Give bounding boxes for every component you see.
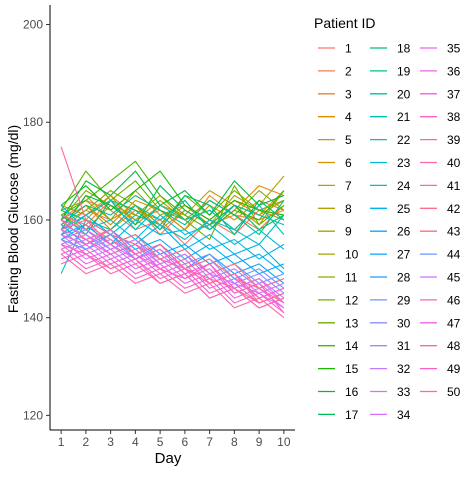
x-tick-label: 3	[107, 435, 114, 449]
x-tick-label: 6	[182, 435, 189, 449]
y-tick-label: 180	[23, 115, 43, 129]
y-tick-label: 120	[23, 408, 43, 422]
legend-label-patient-49: 49	[447, 362, 461, 376]
legend-label-patient-41: 41	[447, 179, 461, 193]
x-tick-label: 5	[157, 435, 164, 449]
legend-label-patient-14: 14	[345, 339, 359, 353]
legend-label-patient-4: 4	[345, 110, 352, 124]
legend-label-patient-48: 48	[447, 339, 461, 353]
legend-label-patient-12: 12	[345, 293, 359, 307]
legend-label-patient-2: 2	[345, 64, 352, 78]
y-axis-title: Fasting Blood Glucose (mg/dl)	[5, 125, 21, 313]
legend-label-patient-16: 16	[345, 385, 359, 399]
legend-label-patient-24: 24	[397, 179, 411, 193]
x-tick-label: 9	[256, 435, 263, 449]
legend-label-patient-32: 32	[397, 362, 411, 376]
series-line-patient-47	[60, 219, 285, 304]
legend-label-patient-44: 44	[447, 248, 461, 262]
x-tick-label: 7	[206, 435, 213, 449]
series-line-patient-14	[60, 160, 285, 231]
legend-label-patient-19: 19	[397, 64, 411, 78]
legend-label-patient-34: 34	[397, 408, 411, 422]
legend-label-patient-9: 9	[345, 225, 352, 239]
x-tick-label: 8	[231, 435, 238, 449]
legend: 1234567891011121314151617181920212223242…	[318, 42, 461, 422]
series-line-patient-48	[60, 243, 285, 309]
axes: 120 140 160 180 200 1 2 3 4 5 6 7 8 9 10	[23, 5, 295, 449]
x-axis-title: Day	[155, 450, 182, 467]
legend-label-patient-3: 3	[345, 87, 352, 101]
y-tick-label: 160	[23, 213, 43, 227]
legend-label-patient-17: 17	[345, 408, 359, 422]
legend-label-patient-20: 20	[397, 87, 411, 101]
x-tick-label: 4	[132, 435, 139, 449]
legend-title: Patient ID	[314, 15, 375, 31]
legend-label-patient-26: 26	[397, 225, 411, 239]
series-line-patient-49	[60, 229, 285, 314]
series-line-patient-25	[60, 214, 285, 270]
legend-label-patient-27: 27	[397, 248, 411, 262]
legend-label-patient-30: 30	[397, 316, 411, 330]
series-line-patient-19	[60, 194, 285, 236]
legend-label-patient-38: 38	[447, 110, 461, 124]
legend-label-patient-15: 15	[345, 362, 359, 376]
legend-label-patient-22: 22	[397, 133, 411, 147]
y-tick-label: 200	[23, 18, 43, 32]
legend-label-patient-6: 6	[345, 156, 352, 170]
legend-label-patient-50: 50	[447, 385, 461, 399]
plot-lines	[60, 146, 285, 319]
series-line-patient-40	[60, 253, 285, 319]
legend-label-patient-1: 1	[345, 42, 352, 56]
series-line-patient-50	[60, 214, 285, 304]
legend-label-patient-43: 43	[447, 225, 461, 239]
legend-label-patient-45: 45	[447, 271, 461, 285]
legend-label-patient-33: 33	[397, 385, 411, 399]
legend-label-patient-31: 31	[397, 339, 411, 353]
legend-label-patient-40: 40	[447, 156, 461, 170]
legend-label-patient-11: 11	[345, 271, 358, 285]
legend-label-patient-23: 23	[397, 156, 411, 170]
x-tick-label: 1	[58, 435, 65, 449]
x-tick-label: 2	[83, 435, 90, 449]
legend-label-patient-25: 25	[397, 202, 411, 216]
legend-label-patient-8: 8	[345, 202, 352, 216]
legend-label-patient-37: 37	[447, 87, 461, 101]
legend-label-patient-28: 28	[397, 271, 411, 285]
legend-label-patient-42: 42	[447, 202, 461, 216]
legend-label-patient-46: 46	[447, 293, 461, 307]
series-line-patient-21	[60, 199, 285, 236]
legend-label-patient-36: 36	[447, 64, 461, 78]
series-line-patient-15	[60, 170, 285, 221]
legend-label-patient-18: 18	[397, 42, 411, 56]
legend-label-patient-35: 35	[447, 42, 461, 56]
legend-label-patient-13: 13	[345, 316, 359, 330]
legend-label-patient-39: 39	[447, 133, 461, 147]
x-tick-label: 10	[277, 435, 291, 449]
legend-label-patient-29: 29	[397, 293, 411, 307]
legend-label-patient-5: 5	[345, 133, 352, 147]
legend-label-patient-21: 21	[397, 110, 411, 124]
legend-label-patient-7: 7	[345, 179, 352, 193]
legend-label-patient-47: 47	[447, 316, 461, 330]
y-tick-label: 140	[23, 311, 43, 325]
legend-label-patient-10: 10	[345, 248, 359, 262]
